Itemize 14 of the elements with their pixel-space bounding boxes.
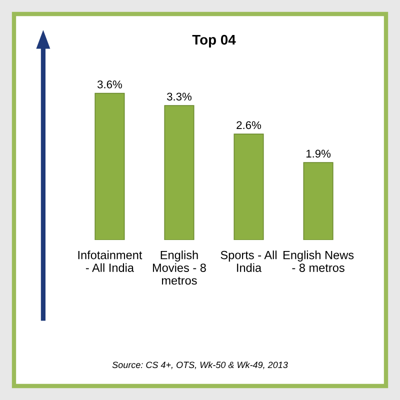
- x-tick-label: Infotainment - All India: [78, 250, 142, 272]
- bar: [94, 92, 125, 240]
- x-tick-label: Sports - All India: [220, 250, 277, 272]
- source-note: Source: CS 4+, OTS, Wk-50 & Wk-49, 2013: [112, 361, 288, 370]
- chart-title: Top 04: [192, 34, 236, 48]
- data-label: 2.6%: [236, 121, 262, 130]
- data-label: 3.6%: [97, 80, 122, 88]
- data-label: 1.9%: [306, 150, 331, 158]
- bar: [303, 162, 334, 240]
- bar: [164, 105, 194, 240]
- bar: [234, 134, 264, 240]
- x-tick-label: English News - 8 metros: [283, 250, 354, 272]
- data-label: 3.3%: [167, 92, 192, 101]
- x-tick-label: English Movies - 8 metros: [152, 250, 206, 285]
